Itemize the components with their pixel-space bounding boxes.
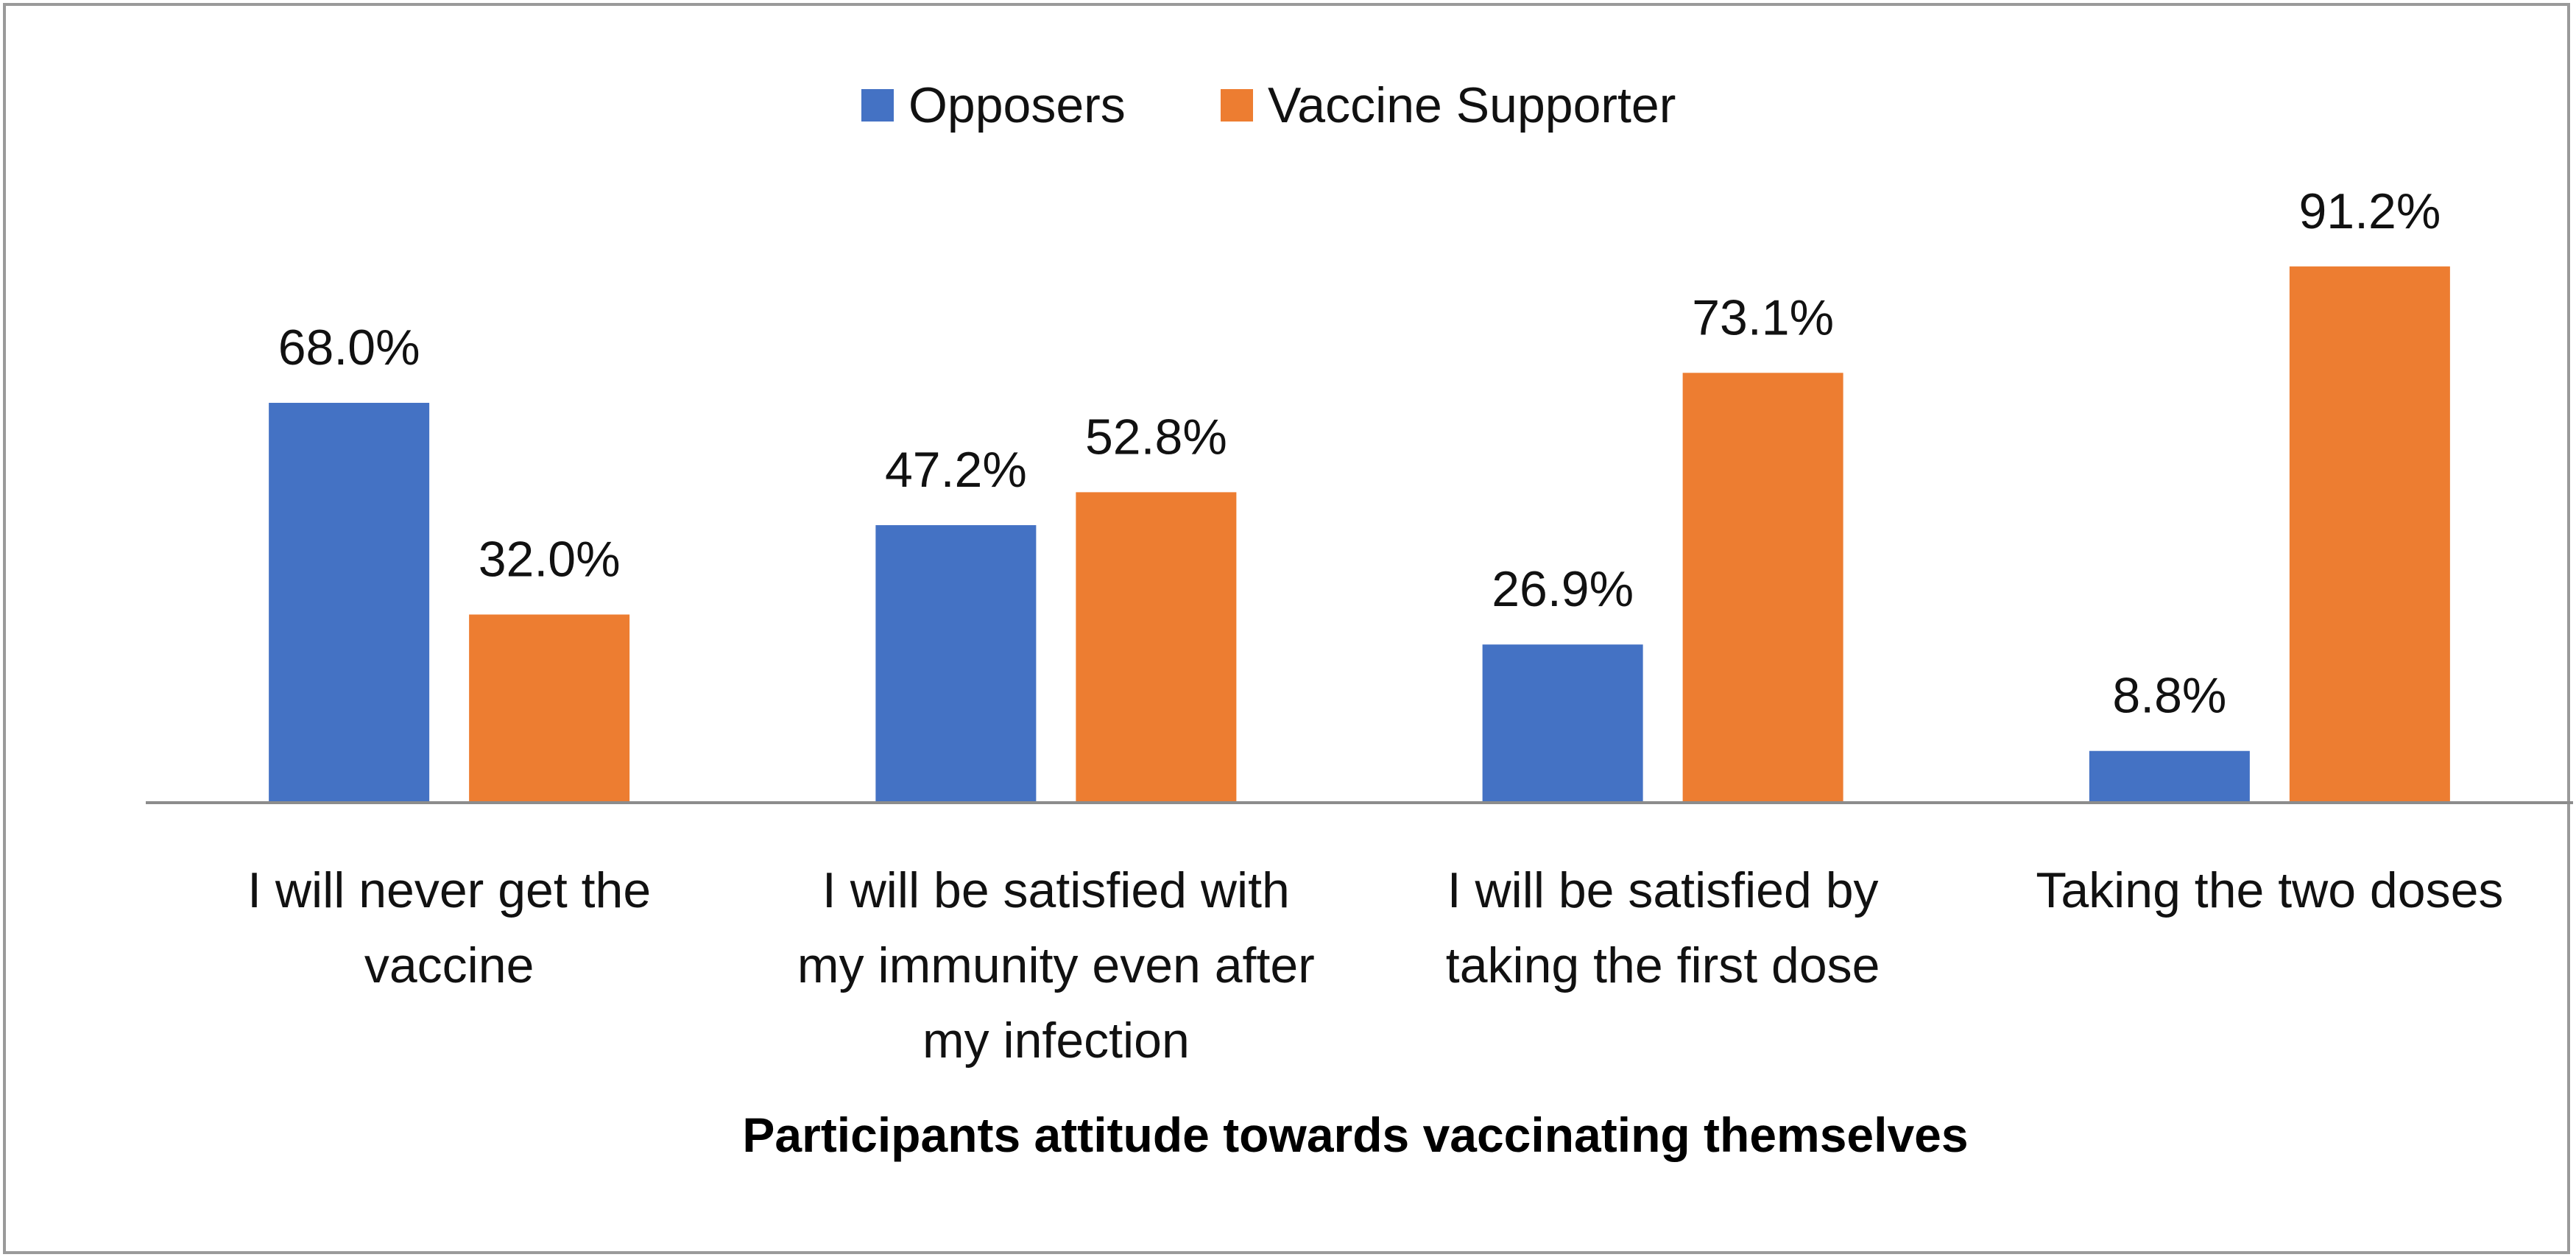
x-axis-title: Participants attitude towards vaccinatin… — [742, 1108, 1968, 1162]
data-label-vaccine-supporter-1: 32.0% — [479, 531, 621, 587]
x-tick-label-2-line-1: I will be satisfied with — [822, 862, 1290, 918]
x-tick-label-2-line-3: my infection — [922, 1013, 1190, 1069]
bar-opposers-1 — [269, 403, 430, 803]
chart-frame: Opposers Vaccine Supporter 68.0% 32.0% 47.2… — [3, 3, 2573, 1254]
data-label-opposers-4: 8.8% — [2112, 668, 2226, 724]
bar-vaccine-supporter-4 — [2289, 266, 2450, 803]
legend-label-opposers: Opposers — [908, 77, 1126, 133]
data-label-vaccine-supporter-2: 52.8% — [1085, 409, 1227, 465]
data-label-opposers-3: 26.9% — [1492, 561, 1634, 617]
bar-opposers-2 — [875, 525, 1037, 803]
x-tick-label-4-line-1: Taking the two doses — [2036, 862, 2503, 918]
legend-label-vaccine-supporter: Vaccine Supporter — [1268, 77, 1676, 133]
bar-chart: Opposers Vaccine Supporter 68.0% 32.0% 47.2… — [146, 77, 2573, 1162]
x-tick-label-3-line-1: I will be satisfied by — [1447, 862, 1879, 918]
bar-vaccine-supporter-2 — [1076, 492, 1237, 803]
bar-opposers-4 — [2089, 750, 2250, 803]
data-label-vaccine-supporter-4: 91.2% — [2298, 183, 2441, 239]
x-tick-label-1-line-1: I will never get the — [247, 862, 651, 918]
bar-opposers-3 — [1482, 644, 1643, 803]
bar-vaccine-supporter-1 — [469, 614, 630, 803]
bar-vaccine-supporter-3 — [1682, 373, 1843, 803]
x-tick-label-2-line-2: my immunity even after — [797, 937, 1315, 993]
x-tick-label-1-line-2: vaccine — [364, 937, 534, 993]
data-label-opposers-1: 68.0% — [278, 320, 420, 376]
data-label-opposers-2: 47.2% — [885, 442, 1027, 498]
x-tick-label-3-line-2: taking the first dose — [1446, 937, 1880, 993]
x-tick-labels: I will never get the vaccine I will be sat… — [247, 862, 2503, 1069]
legend: Opposers Vaccine Supporter — [861, 77, 1676, 133]
bars — [269, 266, 2450, 803]
data-label-vaccine-supporter-3: 73.1% — [1692, 289, 1834, 345]
legend-swatch-opposers — [861, 89, 894, 122]
legend-swatch-vaccine-supporter — [1221, 89, 1253, 122]
data-labels: 68.0% 32.0% 47.2% 52.8% 26.9% 73.1% 8.8% 91.2% — [278, 183, 2441, 724]
